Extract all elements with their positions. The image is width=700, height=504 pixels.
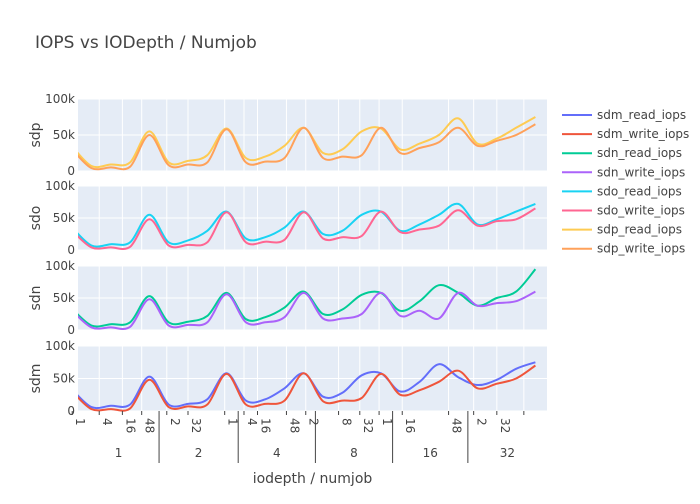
x-tick-label: 4 [245, 418, 259, 426]
x-group-label: 32 [500, 446, 515, 460]
legend-item-sdp_write_iops[interactable]: sdp_write_iops [562, 242, 685, 256]
legend-item-sdo_read_iops[interactable]: sdo_read_iops [562, 184, 682, 198]
y-axis-label: sdn [28, 285, 44, 310]
x-tick-label: 32 [189, 418, 203, 433]
series-line-sdn_write_iops [78, 290, 536, 331]
x-axis-title: iodepth / numjob [253, 471, 373, 487]
x-group-label: 8 [350, 446, 358, 460]
chart-title: IOPS vs IODepth / Numjob [35, 33, 257, 53]
y-tick-label: 0 [67, 164, 75, 178]
x-tick-label: 32 [498, 418, 512, 433]
x-tick-label: 1 [226, 418, 240, 426]
y-tick-label: 0 [67, 404, 75, 418]
legend-label: sdo_write_iops [597, 204, 685, 218]
y-tick-label: 100k [45, 339, 75, 353]
y-axis-label: sdm [28, 364, 44, 394]
y-tick-label: 100k [45, 92, 75, 106]
x-tick-label: 2 [168, 418, 182, 426]
x-tick-label: 4 [100, 418, 114, 426]
legend-label: sdn_read_iops [597, 146, 682, 160]
series-line-sdp_write_iops [78, 123, 536, 171]
x-tick-label: 16 [258, 418, 272, 433]
x-group-label: 2 [195, 446, 203, 460]
series-line-sdo_write_iops [78, 207, 536, 251]
y-tick-label: 100k [45, 179, 75, 193]
x-tick-label: 48 [450, 418, 464, 433]
legend-item-sdn_write_iops[interactable]: sdn_write_iops [562, 165, 685, 179]
legend-label: sdm_write_iops [597, 127, 689, 141]
legend-item-sdn_read_iops[interactable]: sdn_read_iops [562, 146, 682, 160]
x-tick-label: 2 [475, 418, 489, 426]
legend-item-sdm_write_iops[interactable]: sdm_write_iops [562, 127, 689, 141]
x-tick-label: 32 [361, 418, 375, 433]
x-tick-label: 16 [403, 418, 417, 433]
legend-label: sdp_read_iops [597, 223, 682, 237]
legend-item-sdo_write_iops[interactable]: sdo_write_iops [562, 204, 685, 218]
x-group-label: 4 [273, 446, 281, 460]
x-tick-label: 8 [340, 418, 354, 426]
legend-label: sdm_read_iops [597, 108, 686, 122]
legend-item-sdm_read_iops[interactable]: sdm_read_iops [562, 108, 686, 122]
legend-item-sdp_read_iops[interactable]: sdp_read_iops [562, 223, 682, 237]
subplot-sdp: 0 50k 100k sdp [28, 92, 547, 178]
y-tick-label: 50k [53, 291, 75, 305]
y-tick-label: 0 [67, 323, 75, 337]
legend-label: sdo_read_iops [597, 184, 682, 198]
x-tick-label: 16 [123, 418, 137, 433]
x-tick-label: 1 [73, 418, 87, 426]
x-group-label: 1 [115, 446, 123, 460]
y-tick-label: 50k [53, 372, 75, 386]
y-tick-label: 100k [45, 259, 75, 273]
x-tick-label: 1 [380, 418, 394, 426]
x-tick-label: 48 [287, 418, 301, 433]
y-tick-label: 0 [67, 243, 75, 257]
x-tick-label: 2 [307, 418, 321, 426]
x-group-label: 16 [423, 446, 438, 460]
x-tick-label: 48 [143, 418, 157, 433]
y-tick-label: 50k [53, 128, 75, 142]
y-axis-label: sdp [28, 122, 44, 147]
y-tick-label: 50k [53, 211, 75, 225]
legend-label: sdp_write_iops [597, 242, 685, 256]
legend-label: sdn_write_iops [597, 165, 685, 179]
series-line-sdm_write_iops [78, 364, 536, 412]
y-axis-label: sdo [28, 206, 44, 231]
